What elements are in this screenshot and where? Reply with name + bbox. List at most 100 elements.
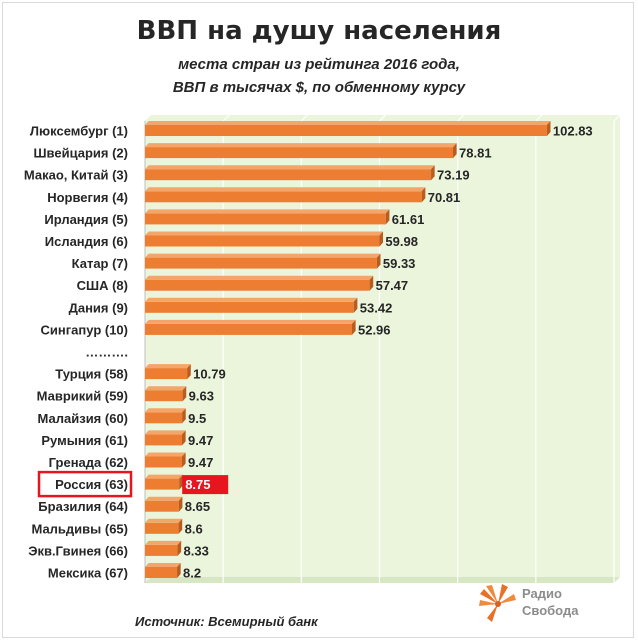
radio-svoboda-logo: Радио Свобода [478, 582, 618, 626]
bar-side-face [182, 430, 186, 446]
bar-side-face [177, 563, 181, 578]
value-label: 73.19 [437, 168, 470, 183]
bar-side-face [385, 209, 390, 225]
value-label: 9.5 [188, 411, 206, 426]
bar [145, 235, 380, 247]
bar [145, 456, 183, 468]
value-label: 52.96 [358, 322, 391, 337]
category-label: США (8) [77, 278, 128, 293]
bar-group [145, 540, 182, 556]
bar-side-face [187, 364, 191, 380]
gridline-depth [613, 114, 621, 122]
value-label: 8.2 [183, 566, 201, 581]
bar-top-face [145, 540, 182, 545]
bar [145, 544, 178, 556]
gridline-depth [457, 114, 465, 122]
bar-side-face [431, 165, 435, 181]
bar-top-face [145, 209, 390, 214]
gridline-depth [379, 114, 386, 122]
category-label: Россия (63) [55, 477, 128, 492]
bar-group [145, 364, 191, 380]
bar [145, 301, 354, 313]
category-label: Люксембург (1) [30, 124, 128, 139]
bar-side-face [182, 452, 186, 468]
bar [145, 478, 180, 490]
category-label: Норвегия (4) [47, 190, 128, 205]
category-label: Маврикий (59) [37, 389, 128, 404]
bar-group [145, 209, 390, 225]
logo-text-line1: Радио [522, 586, 562, 601]
value-label: 53.42 [360, 300, 393, 315]
category-label: Мексика (67) [48, 566, 128, 581]
bar [145, 522, 179, 534]
logo-text-line2: Свобода [522, 603, 579, 618]
bar-top-face [145, 253, 381, 258]
value-label: 70.81 [428, 190, 461, 205]
source-note: Источник: Всемирный банк [135, 614, 318, 629]
bar [145, 147, 454, 159]
chart-subtitle-line2: ВВП в тысячах $, по обменному курсу [172, 79, 466, 96]
category-label: Бразилия (64) [38, 499, 128, 514]
bar-top-face [145, 563, 181, 567]
bar-side-face [182, 386, 187, 402]
chart-title: ВВП на душу населения [136, 16, 502, 46]
bar-group [145, 474, 183, 490]
bar-top-face [145, 386, 187, 391]
bar [145, 191, 422, 203]
value-label: 61.61 [392, 212, 425, 227]
value-label: 59.33 [383, 256, 416, 271]
value-label: 8.33 [184, 543, 209, 558]
bar-side-face [182, 408, 186, 424]
value-label: 9.47 [188, 455, 213, 470]
bar-group [145, 297, 358, 313]
bar-side-face [177, 540, 182, 556]
bar [145, 434, 183, 446]
bar-side-face [179, 474, 183, 490]
bar-group [145, 518, 183, 534]
bar-side-face [379, 231, 384, 247]
bar [145, 213, 386, 225]
bar-group [145, 430, 186, 446]
bar-top-face [145, 364, 191, 369]
bar-side-face [178, 518, 183, 534]
category-label: Сингапур (10) [41, 322, 128, 337]
category-label: Малайзия (60) [38, 411, 128, 426]
category-label: Гренада (62) [49, 455, 128, 470]
bar-group [145, 386, 187, 402]
bar-group [145, 231, 384, 247]
value-label: 102.83 [553, 124, 593, 139]
highlight-box [37, 470, 133, 498]
bar-top-face [145, 143, 457, 148]
bar [145, 500, 179, 512]
highlight-value-box [182, 475, 229, 495]
category-label: ………. [85, 345, 128, 360]
category-label: Мальдивы (65) [31, 521, 128, 536]
value-label: 9.47 [188, 433, 213, 448]
value-label: 8.6 [185, 521, 203, 536]
bar [145, 279, 370, 291]
gridline-depth [300, 114, 308, 122]
bar [145, 368, 188, 380]
plot-floor [145, 577, 620, 583]
bar-group [145, 452, 186, 468]
bar-group [145, 121, 551, 136]
bar-top-face [145, 165, 435, 170]
bar [145, 323, 352, 335]
category-label: Швейцария (2) [33, 146, 128, 161]
bar-top-face [145, 408, 186, 413]
bar-group [145, 319, 356, 335]
bar [145, 567, 178, 578]
value-label: 9.63 [189, 389, 214, 404]
bar-top-face [145, 452, 186, 457]
bar-top-face [145, 496, 183, 501]
value-label: 78.81 [459, 146, 492, 161]
category-label: Экв.Гвинея (66) [28, 543, 128, 558]
category-label: Ирландия (5) [44, 212, 128, 227]
bar-side-face [453, 143, 457, 159]
category-label: Катар (7) [72, 256, 128, 271]
bar-group [145, 187, 426, 203]
bar-side-face [546, 121, 551, 136]
gridline-depth [222, 114, 230, 122]
bar-top-face [145, 518, 183, 523]
category-label: Исландия (6) [45, 234, 128, 249]
